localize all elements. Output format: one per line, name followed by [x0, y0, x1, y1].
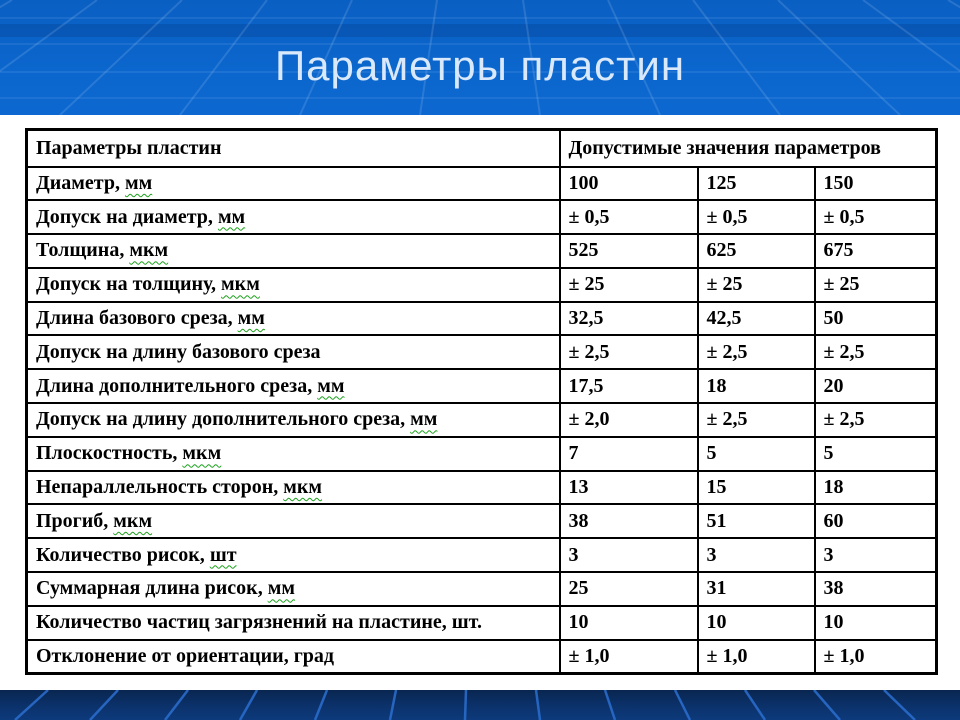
value-cell: ± 1,0	[813, 638, 938, 675]
perspective-grid-decoration	[0, 0, 960, 115]
param-cell: Длина дополнительного среза, мм	[25, 368, 561, 405]
spellcheck-word: мм	[410, 408, 438, 431]
value-cell: ± 2,5	[558, 334, 699, 371]
value-cell: 125	[696, 165, 816, 202]
value-cell: 38	[558, 503, 699, 540]
spellcheck-word: мм	[124, 171, 153, 194]
param-cell: Толщина, мкм	[25, 233, 561, 269]
spellcheck-word: мм	[267, 577, 295, 600]
value-cell: 50	[813, 300, 938, 337]
table-row: Диаметр, мм 100 125 150	[25, 165, 938, 202]
param-cell: Прогиб, мкм	[25, 503, 561, 540]
table-row: Допуск на длину дополнительного среза, м…	[25, 402, 938, 438]
value-cell: 525	[558, 233, 699, 269]
param-cell: Допуск на длину базового среза	[25, 334, 561, 371]
table-row: Толщина, мкм 525 625 675	[25, 233, 938, 269]
spellcheck-word: мкм	[182, 442, 222, 465]
spellcheck-word: мкм	[221, 273, 260, 296]
value-cell: 150	[813, 165, 938, 202]
spellcheck-word: мкм	[129, 239, 169, 262]
param-cell: Плоскостность, мкм	[25, 435, 561, 472]
header-cell-allowed-values: Допустимые значения параметров	[558, 128, 938, 168]
value-cell: ± 25	[558, 266, 699, 303]
value-cell: 31	[696, 571, 816, 607]
table-row: Прогиб, мкм 38 51 60	[25, 503, 938, 540]
param-cell: Отклонение от ориентации, град	[25, 638, 561, 675]
value-cell: 675	[813, 233, 938, 269]
value-cell: 25	[558, 571, 699, 607]
param-cell: Непараллельность сторон, мкм	[25, 469, 561, 506]
value-cell: 10	[813, 604, 938, 641]
table-row: Допуск на длину базового среза ± 2,5 ± 2,5…	[25, 334, 938, 371]
table-row: Количество частиц загрязнений на пластин…	[25, 604, 938, 641]
param-cell: Количество частиц загрязнений на пластин…	[25, 604, 561, 641]
value-cell: ± 2,5	[696, 402, 816, 438]
parameters-table-body: Диаметр, мм 100 125 150 Допуск на диаметр, м…	[25, 165, 938, 675]
value-cell: ± 2,5	[813, 402, 938, 438]
value-cell: ± 0,5	[558, 199, 699, 236]
value-cell: ± 25	[696, 266, 816, 303]
table-row: Отклонение от ориентации, град ± 1,0 ± 1,0…	[25, 638, 938, 675]
value-cell: 18	[813, 469, 938, 506]
spellcheck-word: мм	[317, 374, 345, 397]
value-cell: 38	[813, 571, 938, 607]
value-cell: 3	[813, 537, 938, 574]
param-cell: Допуск на длину дополнительного среза, м…	[25, 402, 561, 438]
value-cell: ± 25	[813, 266, 938, 303]
table-row: Суммарная длина рисок, мм 25 31 38	[25, 571, 938, 607]
value-cell: 17,5	[558, 368, 699, 405]
spellcheck-word: шт	[209, 543, 237, 566]
parameters-table: Параметры пластин Допустимые значения па…	[25, 128, 938, 675]
value-cell: 100	[558, 165, 699, 202]
value-cell: ± 0,5	[813, 199, 938, 236]
value-cell: 60	[813, 503, 938, 540]
param-cell: Допуск на толщину, мкм	[25, 266, 561, 303]
table-row: Длина базового среза, мм 32,5 42,5 50	[25, 300, 938, 337]
value-cell: 5	[813, 435, 938, 472]
content-area: Параметры пластин Допустимые значения па…	[0, 115, 960, 690]
param-cell: Длина базового среза, мм	[25, 300, 561, 337]
table-row: Количество рисок, шт 3 3 3	[25, 537, 938, 574]
value-cell: 20	[813, 368, 938, 405]
value-cell: 18	[696, 368, 816, 405]
value-cell: ± 1,0	[558, 638, 699, 675]
value-cell: ± 1,0	[696, 638, 816, 675]
value-cell: 3	[558, 537, 699, 574]
value-cell: 10	[696, 604, 816, 641]
param-cell: Количество рисок, шт	[25, 537, 561, 574]
slide-header-background: Параметры пластин	[0, 0, 960, 115]
value-cell: 13	[558, 469, 699, 506]
value-cell: 625	[696, 233, 816, 269]
param-cell: Допуск на диаметр, мм	[25, 199, 561, 236]
table-row: Длина дополнительного среза, мм 17,5 18 20	[25, 368, 938, 405]
value-cell: ± 2,0	[558, 402, 699, 438]
spellcheck-word: мм	[217, 205, 246, 228]
table-row: Допуск на диаметр, мм ± 0,5 ± 0,5 ± 0,5	[25, 199, 938, 236]
spellcheck-word: мкм	[283, 476, 323, 499]
value-cell: 15	[696, 469, 816, 506]
table-header-row: Параметры пластин Допустимые значения па…	[25, 128, 938, 168]
param-cell: Суммарная длина рисок, мм	[25, 571, 561, 607]
value-cell: 42,5	[696, 300, 816, 337]
value-cell: 3	[696, 537, 816, 574]
value-cell: ± 2,5	[696, 334, 816, 371]
value-cell: ± 0,5	[696, 199, 816, 236]
value-cell: 10	[558, 604, 699, 641]
footer-rays-decoration	[14, 690, 916, 720]
table-row: Плоскостность, мкм 7 5 5	[25, 435, 938, 472]
value-cell: 5	[696, 435, 816, 472]
slide-title: Параметры пластин	[274, 42, 686, 89]
header-cell-parameters: Параметры пластин	[25, 128, 561, 168]
param-cell: Диаметр, мм	[25, 165, 561, 202]
value-cell: 32,5	[558, 300, 699, 337]
table-row: Непараллельность сторон, мкм 13 15 18	[25, 469, 938, 506]
spellcheck-word: мм	[237, 307, 265, 330]
value-cell: 7	[558, 435, 699, 472]
value-cell: 51	[696, 503, 816, 540]
spellcheck-word: мкм	[113, 509, 153, 532]
value-cell: ± 2,5	[813, 334, 938, 371]
slide-footer-background	[0, 690, 960, 720]
table-row: Допуск на толщину, мкм ± 25 ± 25 ± 25	[25, 266, 938, 303]
